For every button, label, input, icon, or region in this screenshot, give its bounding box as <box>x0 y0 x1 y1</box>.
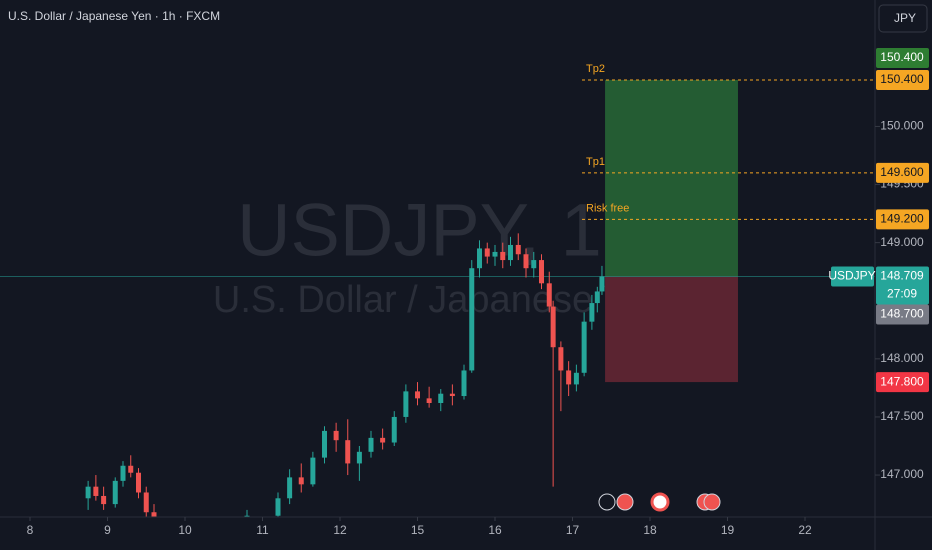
candle-body <box>368 437 374 452</box>
x-tick-label: 18 <box>643 523 657 537</box>
level-label: 149.600 <box>880 165 924 179</box>
candle-body <box>415 391 421 399</box>
candle-body <box>438 393 444 404</box>
stop-label: 147.800 <box>880 374 924 388</box>
candle-body <box>515 244 521 255</box>
candle-body <box>356 451 362 464</box>
candle-body <box>112 480 118 505</box>
symbol-label-box <box>831 266 874 287</box>
candle-body <box>566 370 572 385</box>
candle-body <box>461 370 467 397</box>
last-label: 148.700 <box>880 307 924 321</box>
candle-body <box>589 303 595 322</box>
candle-body <box>531 260 537 269</box>
level-name: Tp1 <box>586 156 605 168</box>
event-icon[interactable] <box>703 493 721 511</box>
candle-body <box>594 291 600 304</box>
level-label: 149.200 <box>880 212 924 226</box>
level-label-box <box>876 209 929 230</box>
x-tick-label: 12 <box>333 523 347 537</box>
candle-body <box>391 416 397 443</box>
target-zone <box>605 79 738 277</box>
event-icons <box>598 492 721 512</box>
symbol-label: USDJPY <box>828 269 875 283</box>
y-tick-label: 148.000 <box>880 351 924 365</box>
candle-body <box>380 437 386 443</box>
candle-body <box>558 347 564 371</box>
candle-body <box>500 251 506 261</box>
x-tick-label: 19 <box>721 523 735 537</box>
stop-zone <box>605 276 738 383</box>
x-tick-label: 10 <box>178 523 192 537</box>
candle-body <box>93 486 99 496</box>
target-label-box <box>876 47 929 68</box>
candle-body <box>523 254 529 269</box>
candle-body <box>426 398 432 404</box>
candle-body <box>550 306 556 348</box>
candle-body <box>477 248 483 269</box>
candle-body <box>599 276 605 292</box>
candle-body <box>539 260 545 284</box>
candle-body <box>573 372 579 385</box>
candle-body <box>345 440 351 464</box>
currency[interactable]: JPY <box>894 11 916 25</box>
candle-body <box>120 465 126 481</box>
candle-body <box>508 244 514 261</box>
candle-body <box>85 486 91 499</box>
y-tick-label: 150.000 <box>880 119 924 133</box>
candle-body <box>449 393 455 397</box>
candle-body <box>135 472 141 493</box>
candle-body <box>244 515 250 517</box>
x-tick-label: 8 <box>27 523 34 537</box>
level-label-box <box>876 69 929 90</box>
level-label: 150.400 <box>880 72 924 86</box>
countdown: 27:09 <box>887 287 917 301</box>
candle-body <box>403 391 409 417</box>
level-label-box <box>876 162 929 183</box>
target-label: 150.400 <box>880 50 924 64</box>
candle-body <box>322 430 328 458</box>
candle-body <box>143 492 149 513</box>
price-label: 148.709 <box>880 269 924 283</box>
x-tick-label: 17 <box>566 523 580 537</box>
y-tick-label: 147.000 <box>880 467 924 481</box>
last-label-box <box>876 304 929 325</box>
level-name: Tp2 <box>586 63 605 75</box>
candle-body <box>546 283 552 307</box>
price-label-box <box>876 266 929 305</box>
candle-body <box>469 268 475 371</box>
event-icon[interactable] <box>616 493 634 511</box>
event-icon[interactable] <box>650 492 670 512</box>
x-tick-label: 16 <box>488 523 502 537</box>
x-tick-label: 11 <box>256 523 269 537</box>
y-tick-label: 149.000 <box>880 235 924 249</box>
candle-body <box>484 248 490 257</box>
candle-body <box>128 465 134 473</box>
candle-body <box>151 512 157 517</box>
candle-body <box>275 498 281 516</box>
y-tick-label: 147.500 <box>880 409 924 423</box>
candle-body <box>101 495 107 505</box>
candle-body <box>333 430 339 441</box>
plot-area <box>0 79 875 517</box>
event-icon[interactable] <box>598 493 616 511</box>
candle-body <box>310 457 316 485</box>
x-tick-label: 9 <box>104 523 111 537</box>
candle-body <box>492 251 498 257</box>
candle-body <box>287 477 293 499</box>
x-tick-label: 22 <box>798 523 812 537</box>
candle-body <box>298 477 304 485</box>
stop-label-box <box>876 372 929 393</box>
x-tick-label: 15 <box>411 523 425 537</box>
level-name: Risk free <box>586 202 629 214</box>
candle-body <box>581 321 587 373</box>
watermark: USDJPY, 1h <box>237 189 643 272</box>
currency-button[interactable] <box>878 4 928 33</box>
chart-title: U.S. Dollar / Japanese Yen · 1h · FXCM <box>8 9 220 23</box>
